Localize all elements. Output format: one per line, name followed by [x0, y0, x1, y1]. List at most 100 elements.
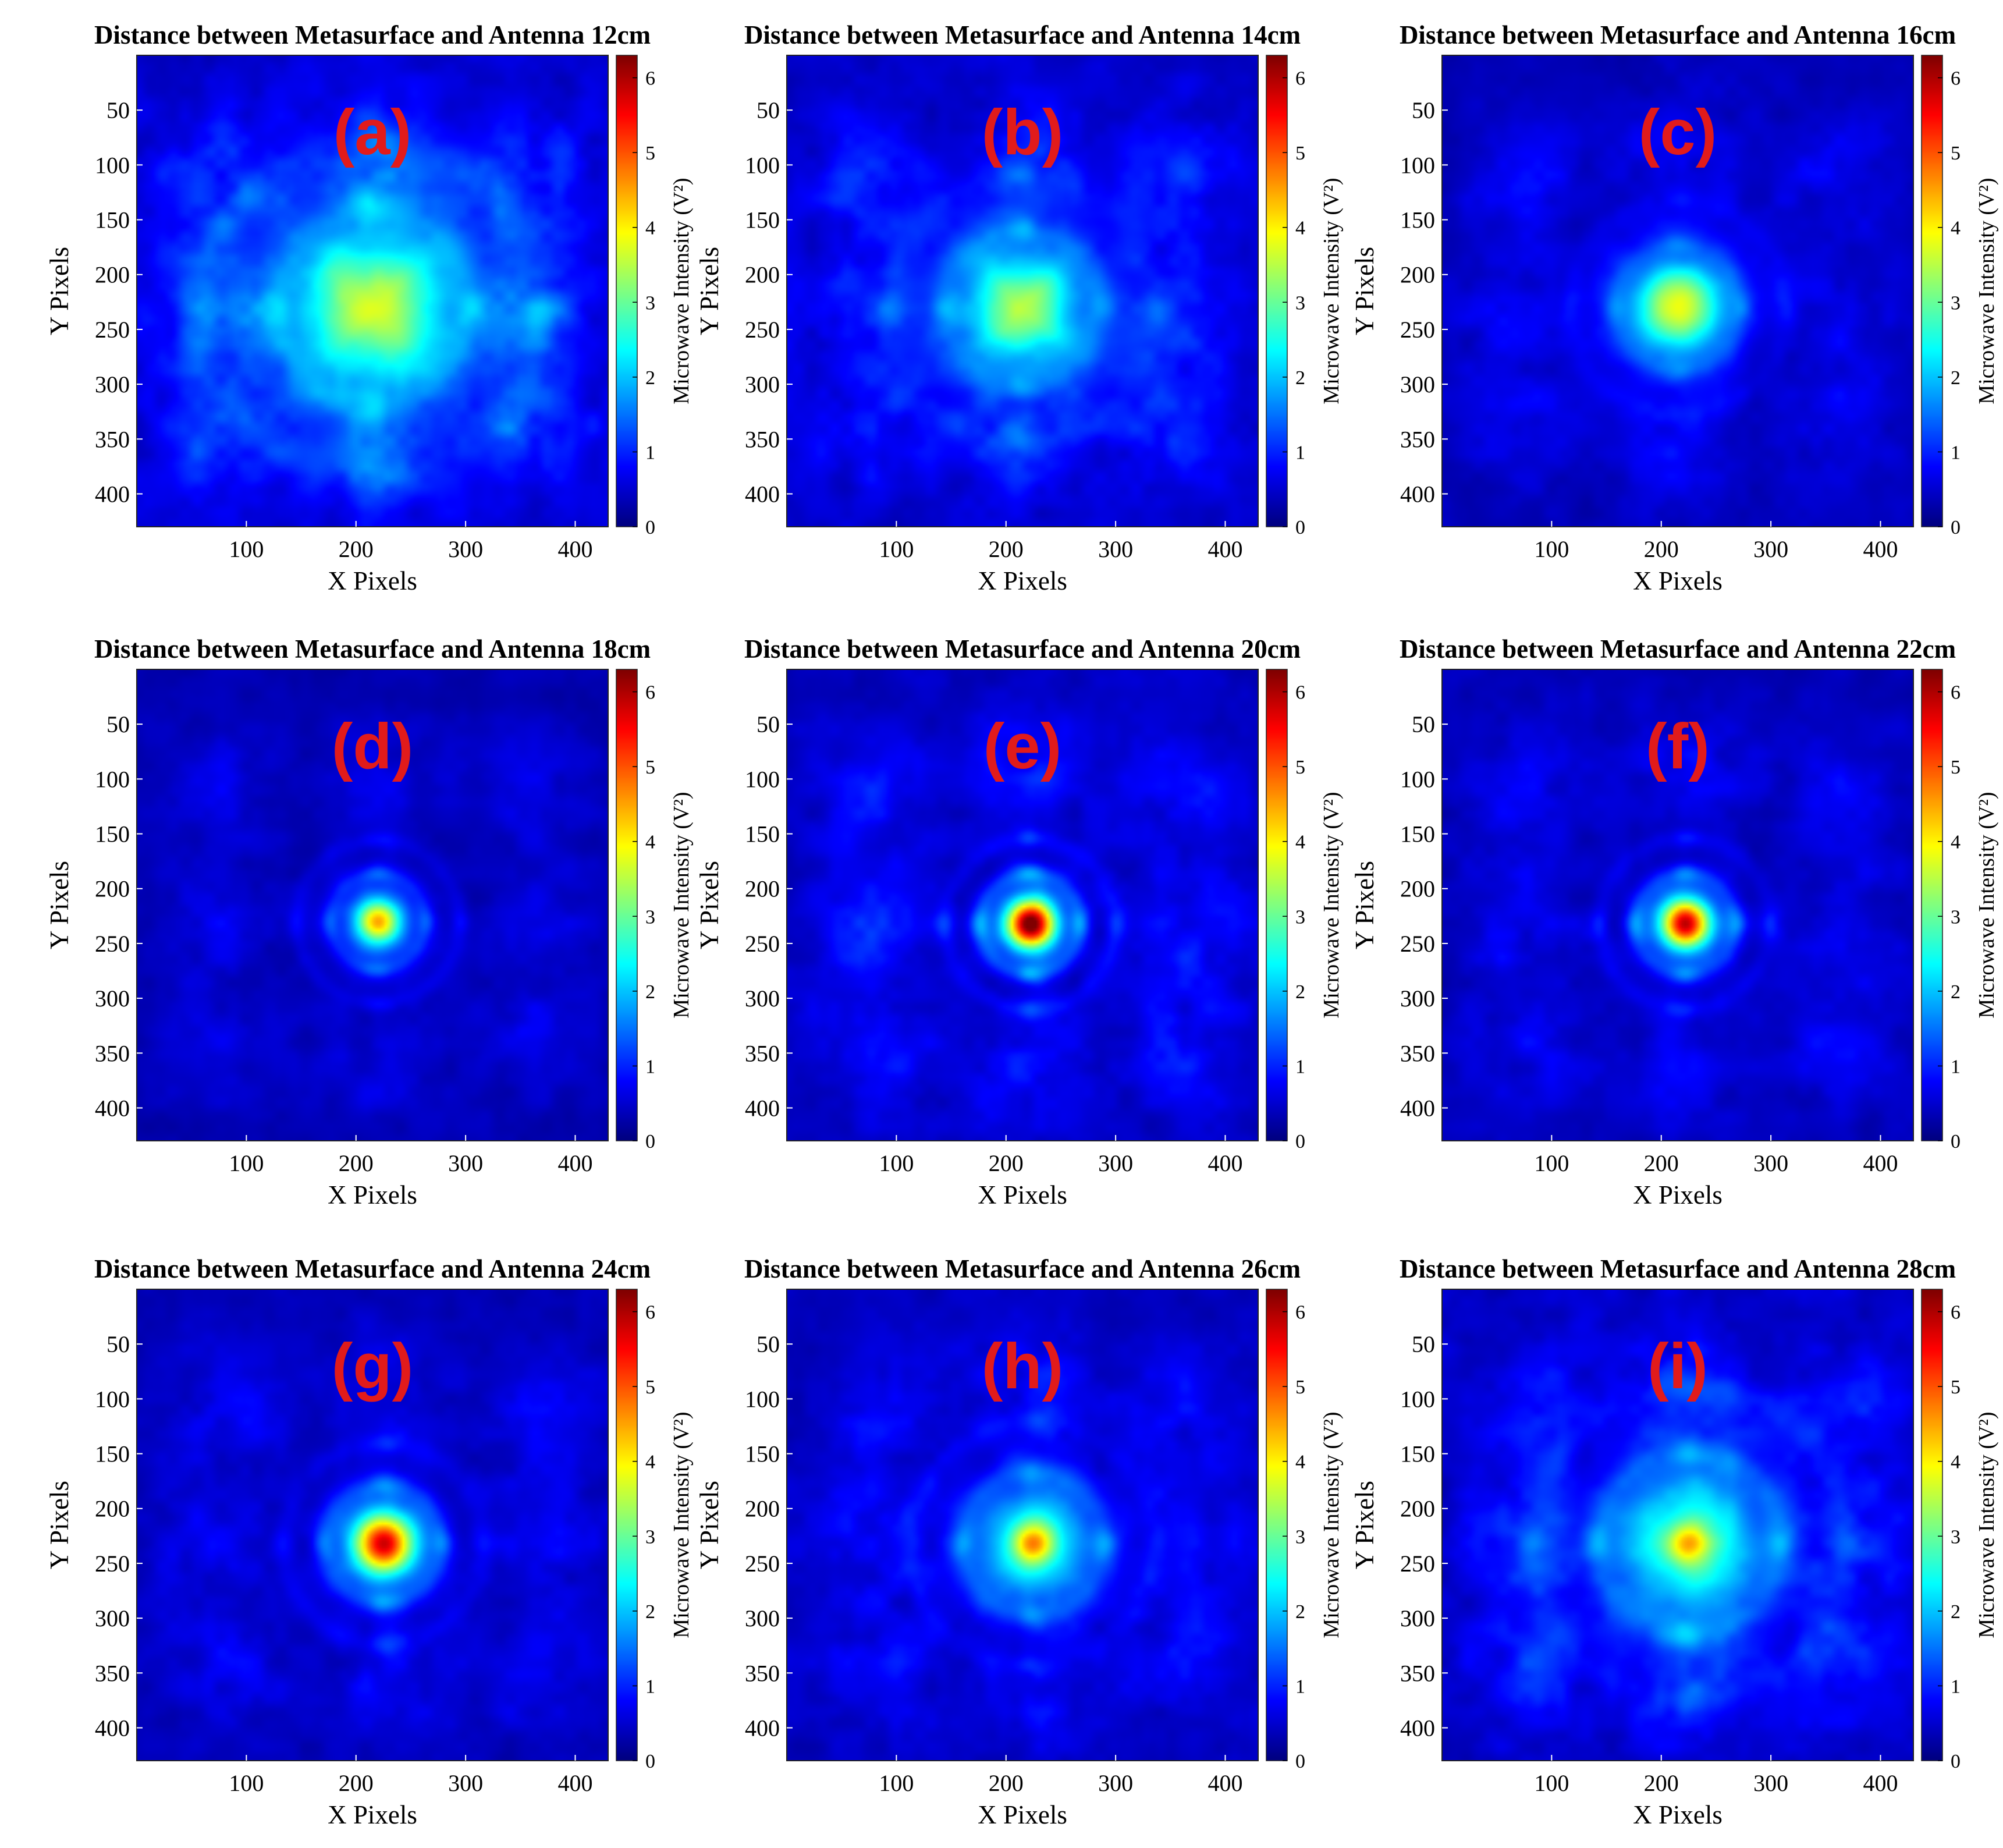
- colorbar-tick-label: 6: [1951, 682, 1961, 704]
- panel-d: Distance between Metasurface and Antenna…: [45, 634, 694, 1209]
- y-tick-label: 250: [95, 1551, 130, 1577]
- y-tick-label: 150: [1400, 207, 1435, 233]
- panel-letter: (b): [982, 97, 1063, 168]
- colorbar-tick-label: 3: [1951, 906, 1961, 928]
- colorbar-tick-label: 2: [1951, 1601, 1961, 1623]
- colorbar-tick-label: 1: [1295, 1056, 1305, 1077]
- x-tick-label: 200: [989, 1150, 1024, 1176]
- x-tick-label: 100: [229, 1770, 264, 1796]
- colorbar-tick-label: 6: [1295, 682, 1305, 704]
- colorbar-tick-label: 5: [645, 757, 655, 778]
- y-tick-label: 100: [745, 766, 780, 792]
- x-axis-label: X Pixels: [328, 1180, 417, 1209]
- y-tick-label: 100: [95, 152, 130, 178]
- x-tick-label: 100: [879, 1770, 914, 1796]
- y-axis-label: Y Pixels: [45, 1481, 74, 1569]
- x-axis-label: X Pixels: [328, 1800, 417, 1829]
- colorbar-tick-label: 4: [1295, 832, 1305, 853]
- y-tick-label: 150: [745, 821, 780, 847]
- x-tick-label: 100: [1534, 1770, 1569, 1796]
- colorbar-tick-label: 6: [1951, 68, 1961, 90]
- colorbar-frame: [616, 1289, 638, 1761]
- x-tick-label: 200: [339, 536, 374, 562]
- colorbar-label: Microwave Intensity (V²): [1974, 1411, 1999, 1638]
- colorbar-tick-label: 3: [1295, 906, 1305, 928]
- plot-frame: [136, 669, 609, 1141]
- panel-letter: (d): [332, 711, 413, 782]
- panel-letter: (a): [333, 97, 411, 168]
- x-tick-label: 300: [448, 1150, 483, 1176]
- colorbar-tick-label: 1: [1295, 442, 1305, 463]
- panel-letter: (g): [332, 1331, 413, 1402]
- y-tick-label: 50: [757, 1331, 780, 1357]
- x-tick-label: 100: [879, 1150, 914, 1176]
- heatmap-image: [1442, 1289, 1913, 1761]
- panel-title: Distance between Metasurface and Antenna…: [744, 634, 1301, 664]
- plot-frame: [786, 55, 1259, 527]
- y-tick-label: 50: [757, 711, 780, 737]
- colorbar-tick-label: 4: [1951, 832, 1961, 853]
- colorbar-tick-label: 6: [1951, 1302, 1961, 1324]
- panel-title: Distance between Metasurface and Antenna…: [1400, 634, 1956, 664]
- y-tick-label: 200: [745, 876, 780, 902]
- colorbar-tick-label: 4: [645, 218, 655, 239]
- heatmap-image: [1442, 669, 1913, 1141]
- y-tick-label: 150: [745, 207, 780, 233]
- y-tick-label: 50: [1412, 1331, 1435, 1357]
- colorbar-tick-label: 2: [1951, 981, 1961, 1003]
- colorbar-tick-label: 5: [1951, 757, 1961, 778]
- y-tick-label: 200: [745, 1496, 780, 1522]
- y-tick-label: 350: [95, 426, 130, 452]
- y-tick-label: 100: [95, 1386, 130, 1412]
- heatmap-image: [137, 669, 608, 1141]
- y-tick-label: 50: [106, 1331, 130, 1357]
- colorbar-label: Microwave Intensity (V²): [669, 1411, 694, 1638]
- y-tick-label: 300: [1400, 1605, 1435, 1631]
- x-tick-label: 100: [1534, 536, 1569, 562]
- colorbar-tick-label: 3: [1295, 292, 1305, 314]
- x-tick-label: 400: [1863, 1770, 1898, 1796]
- colorbar-tick-label: 3: [1295, 1526, 1305, 1548]
- y-tick-label: 350: [745, 426, 780, 452]
- y-tick-label: 50: [1412, 97, 1435, 123]
- heatmap-image: [787, 55, 1258, 527]
- y-tick-label: 400: [95, 1715, 130, 1741]
- colorbar-frame: [1266, 1289, 1288, 1761]
- x-tick-label: 400: [1863, 536, 1898, 562]
- colorbar-tick-label: 5: [1951, 1377, 1961, 1398]
- colorbar-tick-label: 2: [1295, 1601, 1305, 1623]
- colorbar-tick-label: 0: [645, 517, 655, 538]
- plot-frame: [136, 55, 609, 527]
- y-tick-label: 350: [745, 1040, 780, 1066]
- x-tick-label: 400: [557, 536, 592, 562]
- colorbar-tick-label: 1: [645, 1676, 655, 1697]
- colorbar-frame: [1921, 55, 1943, 527]
- colorbar-tick-label: 2: [1951, 367, 1961, 389]
- y-tick-label: 400: [1400, 481, 1435, 507]
- panel-c: Distance between Metasurface and Antenna…: [1350, 20, 1999, 595]
- colorbar-tick-label: 0: [1295, 1131, 1305, 1152]
- panel-title: Distance between Metasurface and Antenna…: [94, 20, 651, 49]
- colorbar-label: Microwave Intensity (V²): [669, 792, 694, 1018]
- colorbar-tick-label: 5: [645, 143, 655, 164]
- y-tick-label: 250: [1400, 1551, 1435, 1577]
- x-axis-label: X Pixels: [1633, 1180, 1723, 1209]
- y-axis-label: Y Pixels: [695, 1481, 724, 1569]
- x-tick-label: 400: [557, 1770, 592, 1796]
- colorbar-tick-label: 6: [645, 682, 655, 704]
- y-tick-label: 250: [745, 1551, 780, 1577]
- colorbar-tick-label: 0: [1951, 1131, 1961, 1152]
- panel-title: Distance between Metasurface and Antenna…: [1400, 20, 1956, 49]
- y-tick-label: 200: [1400, 1496, 1435, 1522]
- y-axis-label: Y Pixels: [1350, 247, 1379, 335]
- colorbar-frame: [616, 55, 638, 527]
- colorbar-frame: [1266, 55, 1288, 527]
- colorbar-tick-label: 6: [1295, 1302, 1305, 1324]
- colorbar: [1266, 55, 1287, 527]
- colorbar-tick-label: 3: [1951, 1526, 1961, 1548]
- y-tick-label: 100: [745, 1386, 780, 1412]
- x-axis-label: X Pixels: [978, 1800, 1067, 1829]
- y-tick-label: 200: [1400, 876, 1435, 902]
- y-tick-label: 250: [95, 317, 130, 343]
